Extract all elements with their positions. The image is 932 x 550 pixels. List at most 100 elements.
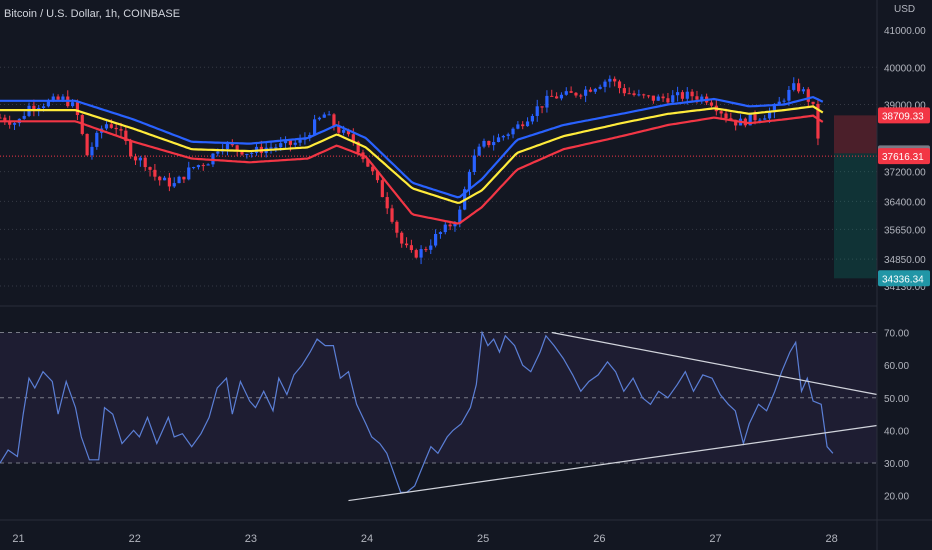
time-axis[interactable]: 21 22 23 24 25 26 27 28 (0, 519, 932, 545)
candle-down (371, 166, 375, 172)
candle-up (245, 153, 249, 155)
candle-up (104, 124, 109, 129)
candle-up (472, 155, 476, 172)
candle-up (206, 164, 210, 166)
price-tick-label: 36400.00 (884, 197, 926, 208)
candle-up (317, 117, 322, 120)
time-tick-label: 23 (245, 533, 257, 545)
candle-down (240, 150, 244, 155)
candle-up (12, 123, 17, 125)
candle-up (216, 151, 220, 154)
candle-down (409, 245, 413, 251)
candle-up (477, 146, 481, 156)
candle-down (811, 101, 815, 104)
candle-down (167, 177, 171, 187)
candle-up (685, 91, 689, 99)
candle-up (327, 114, 331, 116)
candle-down (646, 95, 651, 97)
candle-up (801, 89, 806, 92)
candle-up (279, 143, 283, 148)
candle-down (642, 94, 646, 96)
candle-down (201, 165, 205, 167)
rsi-support-trendline (348, 424, 878, 502)
candle-down (124, 130, 128, 142)
candle-down (235, 145, 239, 151)
candle-up (496, 137, 501, 143)
candle-down (574, 92, 578, 96)
ema-fast-line (0, 95, 824, 199)
candle-down (651, 95, 655, 101)
ema-mid-line (0, 105, 824, 204)
candle-down (569, 91, 573, 93)
candle-up (90, 146, 94, 156)
rsi-axis[interactable]: 20.00 30.00 40.00 50.00 60.00 70.00 (884, 329, 909, 503)
candle-down (753, 114, 757, 121)
price-label-tag (878, 148, 930, 165)
candle-up (443, 224, 447, 233)
candle-up (758, 119, 762, 121)
candle-down (613, 78, 617, 82)
price-label-tag (878, 107, 930, 124)
candle-up (564, 91, 568, 95)
candle-down (487, 140, 491, 146)
candle-down (709, 102, 714, 106)
price-label-text: 37616.31 (882, 152, 924, 163)
candle-down (729, 118, 733, 120)
trendlines (348, 331, 878, 502)
candle-up (763, 118, 767, 120)
candle-up (501, 135, 505, 138)
rsi-tick-label: 70.00 (884, 329, 909, 340)
price-tick-label: 34850.00 (884, 255, 926, 266)
candle-down (332, 114, 336, 127)
chart-title: Bitcoin / U.S. Dollar, 1h, COINBASE (4, 8, 181, 20)
candle-down (521, 124, 525, 127)
candle-down (143, 157, 147, 168)
candle-up (772, 105, 776, 113)
candle-down (680, 92, 685, 99)
candle-up (535, 106, 539, 116)
ema-lines (0, 95, 824, 225)
candle-down (380, 180, 384, 198)
candle-down (734, 119, 738, 126)
currency-label[interactable]: USD (894, 4, 916, 15)
candle-up (269, 147, 273, 149)
candle-down (796, 83, 801, 92)
candle-up (172, 183, 176, 187)
candle-down (153, 169, 157, 177)
candle-down (550, 95, 554, 97)
time-tick-label: 25 (477, 533, 489, 545)
take-profit-zone (834, 153, 877, 279)
candle-down (109, 124, 113, 128)
candle-down (148, 167, 152, 170)
candle-down (366, 159, 370, 167)
candle-up (787, 89, 791, 101)
candle-down (158, 176, 162, 181)
candle-up (46, 100, 50, 107)
ema-slow-line (0, 114, 824, 225)
candle-down (32, 105, 36, 110)
candle-down (119, 129, 123, 131)
candle-down (588, 89, 593, 92)
rsi-tick-label: 50.00 (884, 394, 909, 405)
candle-up (467, 171, 472, 190)
price-tick-label: 34130.00 (884, 282, 926, 293)
candle-up (453, 223, 457, 227)
candle-up (506, 134, 510, 136)
candle-up (511, 128, 515, 135)
rsi-tick-label: 30.00 (884, 459, 909, 470)
candle-up (138, 157, 142, 161)
candle-up (283, 140, 288, 144)
candle-down (661, 96, 665, 99)
candle-up (250, 152, 254, 154)
candle-up (545, 95, 549, 108)
candle-down (627, 93, 631, 95)
candle-up (559, 94, 564, 99)
candle-up (458, 209, 462, 224)
rsi-resistance-trendline (551, 331, 878, 396)
candle-down (0, 117, 2, 119)
candle-up (419, 249, 423, 258)
time-tick-label: 24 (361, 533, 373, 545)
price-tick-label: 41000.00 (884, 26, 926, 37)
